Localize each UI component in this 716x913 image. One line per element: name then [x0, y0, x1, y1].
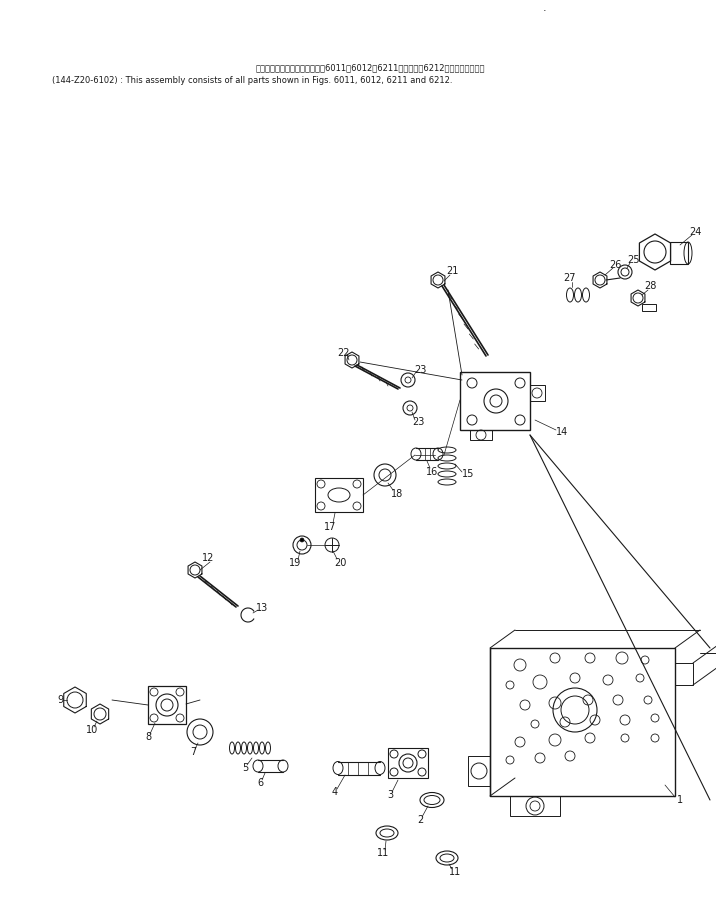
Text: 1: 1 — [677, 795, 683, 805]
Text: 13: 13 — [256, 603, 268, 613]
Text: 15: 15 — [462, 469, 474, 479]
Bar — [388, 748, 428, 778]
Bar — [530, 385, 545, 401]
Text: 23: 23 — [412, 417, 424, 427]
Text: 21: 21 — [446, 266, 458, 276]
Text: 28: 28 — [644, 281, 656, 291]
Text: 24: 24 — [689, 227, 701, 237]
Text: 11: 11 — [377, 848, 389, 858]
Text: 18: 18 — [391, 489, 403, 499]
Text: 14: 14 — [556, 427, 568, 437]
Text: 16: 16 — [426, 467, 438, 477]
Text: このアセンブリの構成部品は囷6011、6012、6211図および囷6212図まで含みます．: このアセンブリの構成部品は囷6011、6012、6211図および囷6212図まで… — [255, 64, 485, 72]
Text: 19: 19 — [289, 558, 301, 568]
Bar — [675, 663, 693, 685]
Text: 26: 26 — [609, 260, 621, 270]
Text: 20: 20 — [334, 558, 347, 568]
Bar — [315, 478, 363, 512]
Text: 7: 7 — [190, 747, 196, 757]
Text: 4: 4 — [332, 787, 338, 797]
Text: 23: 23 — [414, 365, 426, 375]
Text: 2: 2 — [417, 815, 423, 825]
Circle shape — [300, 538, 304, 542]
Bar — [148, 686, 186, 724]
Text: 27: 27 — [563, 273, 576, 283]
Text: 5: 5 — [242, 763, 248, 773]
Text: 12: 12 — [202, 553, 214, 563]
Text: 25: 25 — [626, 255, 639, 265]
Bar — [670, 242, 688, 264]
Text: 22: 22 — [337, 348, 349, 358]
Text: 11: 11 — [449, 867, 461, 877]
Text: 3: 3 — [387, 790, 393, 800]
Bar — [490, 648, 675, 796]
Text: 8: 8 — [145, 732, 151, 742]
Text: 17: 17 — [324, 522, 337, 532]
Text: .: . — [543, 3, 547, 13]
Bar — [468, 756, 490, 786]
Bar — [510, 796, 560, 816]
Text: 10: 10 — [86, 725, 98, 735]
Bar — [470, 430, 492, 440]
Bar — [460, 372, 530, 430]
Text: 6: 6 — [257, 778, 263, 788]
Text: (144-Z20-6102) : This assembly consists of all parts shown in Figs. 6011, 6012, : (144-Z20-6102) : This assembly consists … — [52, 76, 453, 85]
Bar — [642, 304, 656, 311]
Text: 9: 9 — [57, 695, 63, 705]
